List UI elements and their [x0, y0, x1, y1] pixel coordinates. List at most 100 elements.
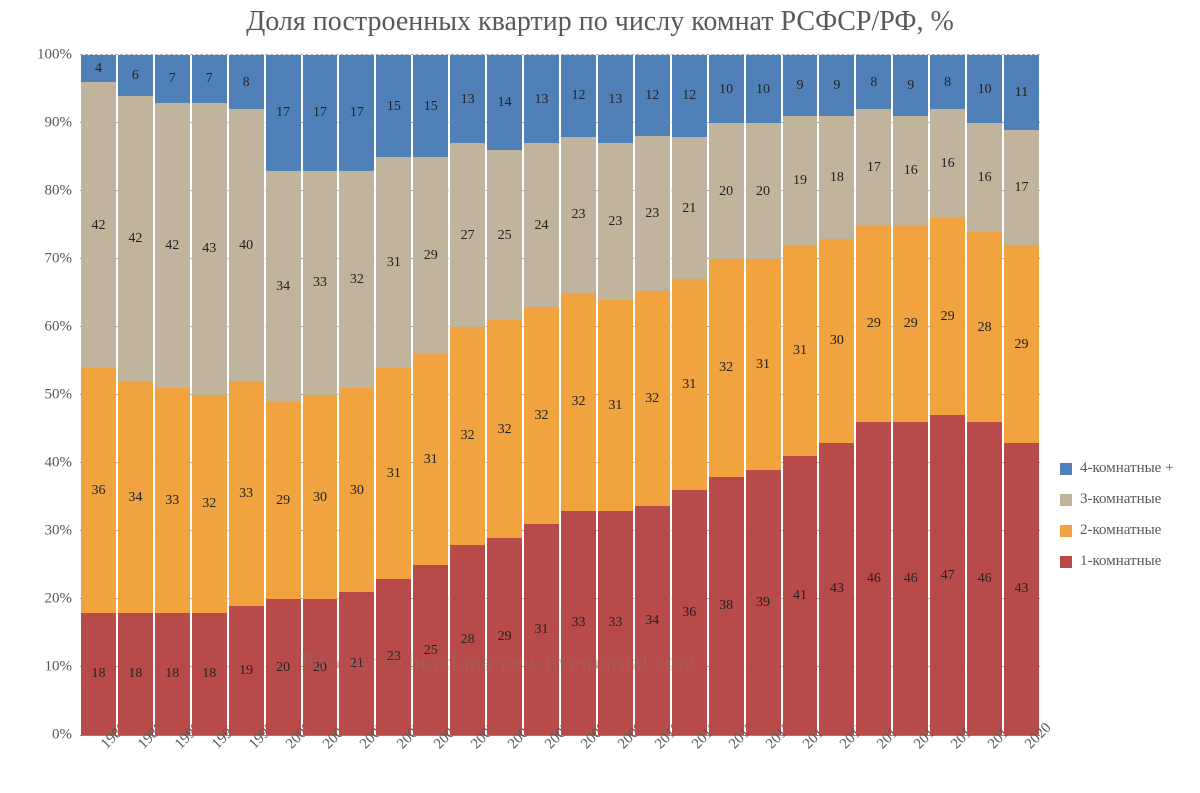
- bar-segment-s3: 17: [856, 109, 891, 225]
- bar-segment-s2: 32: [635, 291, 670, 506]
- legend: 4-комнатные + 3-комнатные 2-комнатные 1-ком…: [1060, 460, 1174, 584]
- legend-swatch: [1060, 463, 1072, 475]
- bar-segment-s1: 43: [819, 443, 854, 735]
- bar-segment-s1: 47: [930, 415, 965, 735]
- bar-segment-s4: 12: [561, 55, 596, 137]
- bar-segment-s4: 6: [118, 55, 153, 96]
- bar-column: 283227132005: [450, 55, 485, 735]
- y-axis-label: 100%: [37, 47, 72, 64]
- bar-segment-s4: 12: [635, 55, 670, 136]
- y-axis-label: 70%: [45, 251, 73, 268]
- legend-label: 3-комнатные: [1080, 491, 1161, 508]
- legend-item: 4-комнатные +: [1060, 460, 1174, 477]
- bar-column: 383220102012: [709, 55, 744, 735]
- bar-segment-s1: 20: [303, 599, 338, 735]
- bar-segment-s4: 9: [783, 55, 818, 116]
- y-axis-label: 90%: [45, 115, 73, 132]
- bar-segment-s1: 18: [118, 613, 153, 735]
- bar-segment-s4: 8: [856, 55, 891, 109]
- bar-segment-s4: 8: [930, 55, 965, 109]
- bar-segment-s1: 25: [413, 565, 448, 735]
- legend-item: 3-комнатные: [1060, 491, 1174, 508]
- bar-segment-s2: 29: [856, 225, 891, 422]
- bar-segment-s3: 31: [376, 157, 411, 368]
- bar-segment-s3: 27: [450, 143, 485, 327]
- y-axis-label: 20%: [45, 591, 73, 608]
- bar-segment-s4: 13: [524, 55, 559, 143]
- bar-segment-s2: 31: [376, 368, 411, 579]
- bar-segment-s4: 12: [672, 55, 707, 137]
- bar-segment-s1: 20: [266, 599, 301, 735]
- bar-segment-s1: 33: [598, 511, 633, 735]
- bar-column: 18344261985: [118, 55, 153, 735]
- bar-segment-s2: 29: [266, 402, 301, 599]
- bar-column: 363121122011: [672, 55, 707, 735]
- bar-segment-s2: 29: [1004, 245, 1039, 442]
- bar-segment-s2: 31: [598, 300, 633, 511]
- y-axis-label: 10%: [45, 659, 73, 676]
- bar-segment-s1: 18: [192, 613, 227, 735]
- bar-segment-s3: 42: [81, 82, 116, 368]
- bar-segment-s3: 20: [709, 123, 744, 259]
- y-axis-label: 60%: [45, 319, 73, 336]
- bar-column: 293225142006: [487, 55, 522, 735]
- bar-segment-s3: 24: [524, 143, 559, 306]
- bar-segment-s3: 43: [192, 103, 227, 395]
- bar-segment-s4: 10: [709, 55, 744, 123]
- plot-area: 0%10%20%30%40%50%60%70%80%90%100% 183642…: [80, 55, 1040, 736]
- y-axis-label: 30%: [45, 523, 73, 540]
- bar-segment-s1: 18: [81, 613, 116, 735]
- bar-segment-s3: 42: [155, 103, 190, 389]
- legend-label: 1-комнатные: [1080, 553, 1161, 570]
- bar-segment-s1: 41: [783, 456, 818, 735]
- bar-segment-s3: 20: [746, 123, 781, 259]
- bar-column: 202934172000: [266, 55, 301, 735]
- bar-segment-s1: 34: [635, 506, 670, 735]
- bar-segment-s1: 28: [450, 545, 485, 735]
- bar-column: 253129152004: [413, 55, 448, 735]
- bar-segment-s2: 36: [81, 368, 116, 613]
- bar-segment-s1: 43: [1004, 443, 1039, 735]
- bar-segment-s1: 38: [709, 477, 744, 735]
- bar-segment-s3: 19: [783, 116, 818, 245]
- bar-segment-s4: 9: [819, 55, 854, 116]
- bar-segment-s4: 4: [81, 55, 116, 82]
- bar-segment-s3: 34: [266, 171, 301, 402]
- bar-segment-s3: 23: [561, 137, 596, 293]
- bar-segment-s2: 31: [783, 245, 818, 456]
- legend-swatch: [1060, 525, 1072, 537]
- bar-column: 19334081993: [229, 55, 264, 735]
- y-axis-label: 40%: [45, 455, 73, 472]
- bar-segment-s4: 10: [967, 55, 1002, 123]
- bar-segment-s4: 9: [893, 55, 928, 116]
- bar-segment-s2: 33: [155, 388, 190, 612]
- legend-item: 1-комнатные: [1060, 553, 1174, 570]
- bar-segment-s1: 36: [672, 490, 707, 735]
- bar-segment-s1: 46: [893, 422, 928, 735]
- bar-segment-s1: 31: [524, 524, 559, 735]
- bar-segment-s2: 29: [930, 218, 965, 415]
- bar-segment-s3: 17: [1004, 130, 1039, 246]
- bar-segment-s2: 30: [339, 388, 374, 592]
- bar-segment-s4: 11: [1004, 55, 1039, 130]
- bar-column: 18324371991: [192, 55, 227, 735]
- legend-item: 2-комнатные: [1060, 522, 1174, 539]
- bar-segment-s3: 23: [598, 143, 633, 299]
- bar-column: 47291682018: [930, 55, 965, 735]
- bar-segment-s1: 33: [561, 511, 596, 735]
- bar-segment-s2: 30: [819, 239, 854, 443]
- bar-segment-s2: 33: [229, 381, 264, 605]
- bar-column: 432917112020: [1004, 55, 1039, 735]
- y-axis-label: 80%: [45, 183, 73, 200]
- y-axis-label: 50%: [45, 387, 73, 404]
- bar-column: 18364241980: [81, 55, 116, 735]
- bar-segment-s3: 32: [339, 171, 374, 389]
- bar-segment-s2: 32: [709, 259, 744, 477]
- bar-segment-s4: 14: [487, 55, 522, 150]
- bar-segment-s1: 18: [155, 613, 190, 735]
- bar-column: 43301892015: [819, 55, 854, 735]
- legend-swatch: [1060, 494, 1072, 506]
- bar-segment-s1: 29: [487, 538, 522, 735]
- bar-column: 213032172002: [339, 55, 374, 735]
- bar-column: 343223122010: [635, 55, 670, 735]
